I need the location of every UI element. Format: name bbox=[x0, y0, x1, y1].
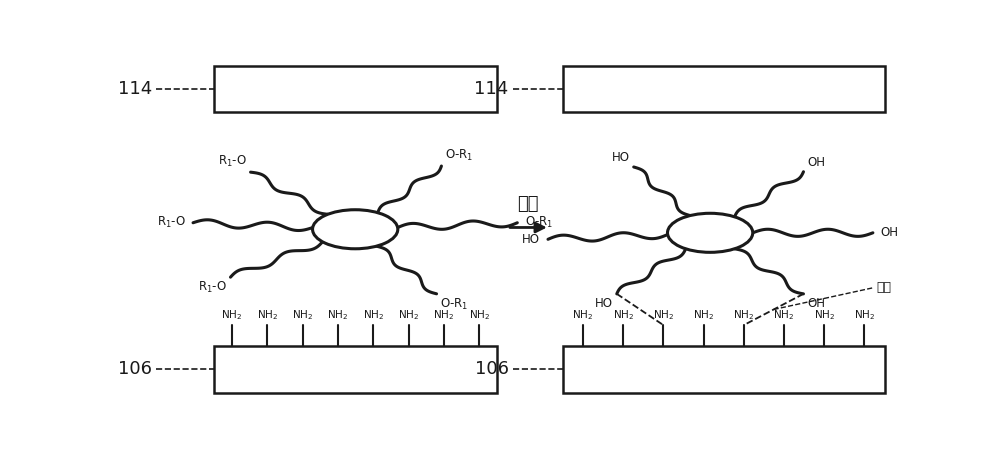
Text: NH$_2$: NH$_2$ bbox=[572, 308, 594, 322]
Text: NH$_2$: NH$_2$ bbox=[327, 308, 348, 322]
Circle shape bbox=[313, 210, 398, 249]
Bar bbox=[214, 346, 497, 393]
Text: O-R$_1$: O-R$_1$ bbox=[445, 148, 474, 163]
Text: NH$_2$: NH$_2$ bbox=[292, 308, 313, 322]
Bar bbox=[563, 346, 885, 393]
Text: NH$_2$: NH$_2$ bbox=[433, 308, 455, 322]
Text: OH: OH bbox=[881, 226, 899, 239]
Text: OH: OH bbox=[807, 156, 825, 169]
Text: R$_1$-O: R$_1$-O bbox=[198, 280, 227, 295]
Bar bbox=[214, 66, 497, 112]
Text: 106: 106 bbox=[475, 361, 509, 378]
Text: O-R$_1$: O-R$_1$ bbox=[440, 296, 469, 312]
Text: HO: HO bbox=[595, 297, 613, 310]
Text: O-R$_1$: O-R$_1$ bbox=[525, 215, 553, 230]
Circle shape bbox=[668, 213, 753, 252]
Text: NH$_2$: NH$_2$ bbox=[363, 308, 384, 322]
Text: 114: 114 bbox=[118, 80, 152, 98]
Text: NH$_2$: NH$_2$ bbox=[773, 308, 795, 322]
Bar bbox=[563, 66, 885, 112]
Text: NH$_2$: NH$_2$ bbox=[469, 308, 490, 322]
Text: NH$_2$: NH$_2$ bbox=[814, 308, 835, 322]
Text: HO: HO bbox=[522, 233, 540, 246]
Text: HO: HO bbox=[612, 151, 630, 164]
Text: NH$_2$: NH$_2$ bbox=[257, 308, 278, 322]
Text: NH$_2$: NH$_2$ bbox=[693, 308, 714, 322]
Text: NH$_2$: NH$_2$ bbox=[398, 308, 419, 322]
Text: NH$_2$: NH$_2$ bbox=[221, 308, 242, 322]
Text: NH$_2$: NH$_2$ bbox=[854, 308, 875, 322]
Text: R$_1$-O: R$_1$-O bbox=[218, 154, 247, 169]
Text: 114: 114 bbox=[474, 80, 509, 98]
Text: NH$_2$: NH$_2$ bbox=[653, 308, 674, 322]
Text: 氢键: 氢键 bbox=[877, 281, 892, 294]
Text: NH$_2$: NH$_2$ bbox=[613, 308, 634, 322]
Text: NH$_2$: NH$_2$ bbox=[733, 308, 754, 322]
Text: R$_1$-O: R$_1$-O bbox=[157, 215, 185, 230]
Text: 加热: 加热 bbox=[517, 195, 539, 213]
Text: 106: 106 bbox=[118, 361, 152, 378]
Text: OH: OH bbox=[807, 297, 825, 310]
